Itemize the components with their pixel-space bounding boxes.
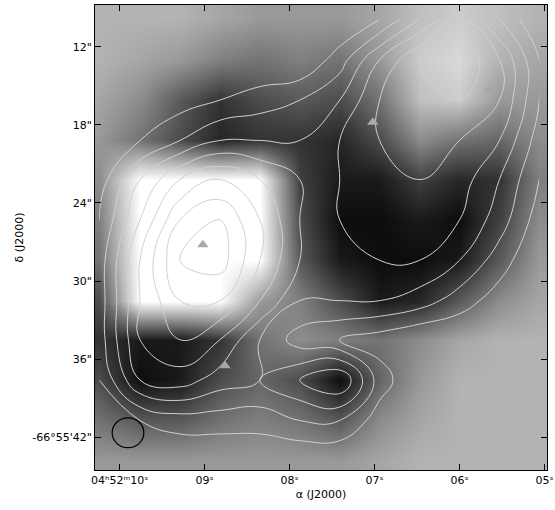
svg-text:04ʰ52ᵐ10ˢ: 04ʰ52ᵐ10ˢ xyxy=(91,474,148,487)
svg-text:09ˢ: 09ˢ xyxy=(196,474,214,487)
svg-text:-66°55'42": -66°55'42" xyxy=(32,431,92,444)
svg-text:24": 24" xyxy=(73,197,92,210)
svg-text:05ˢ: 05ˢ xyxy=(535,474,553,487)
svg-text:δ (J2000): δ (J2000) xyxy=(13,212,26,262)
svg-text:α (J2000): α (J2000) xyxy=(296,488,347,501)
svg-text:06ˢ: 06ˢ xyxy=(450,474,468,487)
svg-text:07ˢ: 07ˢ xyxy=(365,474,383,487)
svg-text:08ˢ: 08ˢ xyxy=(281,474,299,487)
svg-text:30": 30" xyxy=(73,275,92,288)
svg-text:12": 12" xyxy=(73,41,92,54)
svg-text:18": 18" xyxy=(73,119,92,132)
svg-text:36": 36" xyxy=(73,353,92,366)
